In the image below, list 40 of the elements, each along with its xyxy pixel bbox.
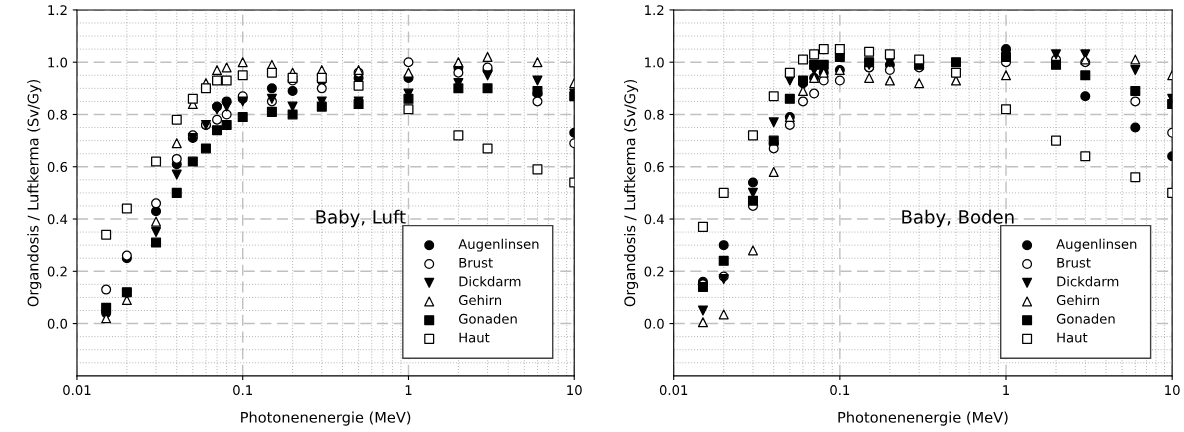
y-tick-label: 1.0: [48, 57, 68, 68]
y-axis-title: Organdosis / Luftkerma (Sv/Gy): [624, 79, 639, 307]
y-tick-label: 0.8: [47, 109, 68, 120]
x-axis-title: Photonenenergie (MeV): [241, 411, 411, 426]
x-tick-label: 0.1: [233, 385, 252, 396]
x-axis-title: Photonenenergie (MeV): [838, 411, 1008, 426]
x-tick-label: 10: [1165, 385, 1180, 396]
legend-label: Dickdarm: [1057, 276, 1119, 287]
legend-label: Haut: [1057, 332, 1088, 343]
y-tick-label: 0.8: [644, 109, 664, 120]
legend-label: Gonaden: [458, 313, 517, 324]
legend-label: Gehirn: [1056, 294, 1099, 306]
y-axis-title: Organdosis / Luftkerma (Sv/Gy): [27, 79, 42, 307]
annotation: Baby, Luft: [316, 209, 406, 228]
y-tick-label: 1.2: [645, 5, 664, 15]
legend-label: Gonaden: [1056, 313, 1115, 324]
y-tick-label: 1.0: [645, 57, 664, 68]
x-tick-label: 0.01: [659, 385, 688, 396]
legend-label: Gehirn: [458, 294, 502, 306]
legend-label: Haut: [459, 332, 490, 343]
annotation: Baby, Boden: [902, 209, 1014, 228]
y-tick-label: 0.2: [47, 266, 67, 277]
y-tick-label: 0.0: [644, 318, 664, 329]
legend-label: Augenlinsen: [458, 238, 539, 252]
y-tick-label: 0.2: [644, 266, 664, 277]
y-tick-label: 0.6: [644, 161, 664, 172]
x-tick-label: 1: [1003, 385, 1009, 395]
y-tick-label: 0.4: [47, 214, 68, 225]
legend-label: Dickdarm: [459, 276, 521, 287]
y-tick-label: 0.4: [644, 214, 664, 225]
y-tick-label: 1.2: [48, 5, 67, 15]
x-tick-label: 0.1: [830, 385, 850, 396]
legend-label: Brust: [1057, 257, 1091, 268]
x-tick-label: 1: [405, 385, 412, 395]
legend-label: Brust: [459, 257, 493, 268]
x-tick-label: 0.01: [63, 385, 91, 396]
x-tick-label: 10: [567, 385, 582, 396]
y-tick-label: 0.0: [47, 318, 68, 329]
y-tick-label: 0.6: [47, 161, 68, 172]
legend-label: Augenlinsen: [1056, 238, 1137, 252]
